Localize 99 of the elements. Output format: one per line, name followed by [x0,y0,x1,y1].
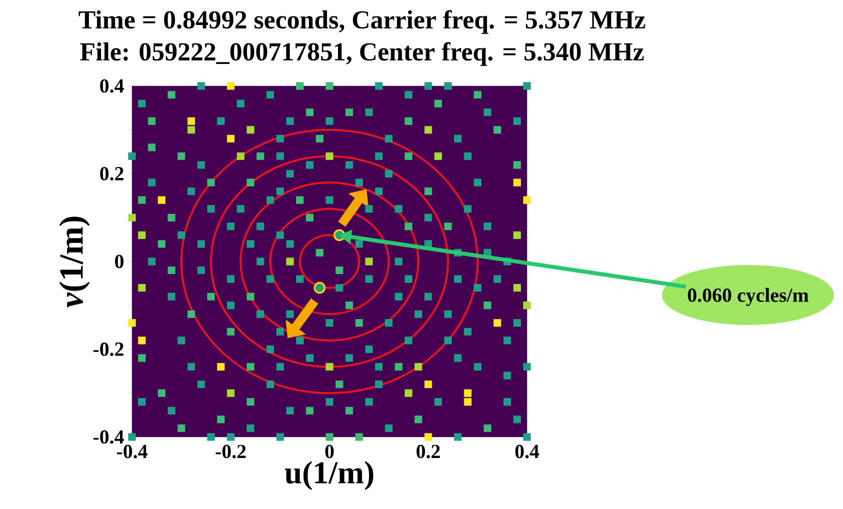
point [513,161,521,169]
point [404,389,412,397]
x-tick-label: -0.4 [116,444,148,458]
point [523,196,531,204]
point [236,152,244,160]
point [246,292,254,300]
point [138,284,146,292]
point [226,389,235,397]
point [226,134,235,142]
point [513,284,521,292]
point [424,126,432,134]
point [217,416,225,424]
y-tick-label: 0 [115,254,124,268]
point [345,108,354,116]
x-tick-label: -0.2 [216,444,246,458]
point [246,178,254,186]
point [306,108,314,116]
point [246,398,254,406]
point [523,302,531,310]
point [138,231,146,239]
point [306,214,314,222]
point [148,144,156,152]
point [494,319,502,327]
point [168,214,176,222]
point [404,117,412,125]
point [168,90,176,99]
point [296,196,304,204]
point [424,433,432,441]
point [138,354,146,362]
x-axis-title: u(1/m) [284,461,374,490]
point [434,100,442,108]
point [158,389,166,397]
point [187,310,196,318]
point [286,258,294,266]
point [178,152,186,160]
chart-subtitle: File: 059222_000717851, Center freq. = 5.340 MHz [80,42,644,66]
point [434,152,442,160]
point [333,229,346,242]
point [326,433,334,441]
point [326,362,334,371]
point [187,117,196,125]
point [217,362,225,371]
point [365,258,373,266]
point [306,406,314,414]
point [138,196,146,204]
point [424,380,432,388]
point [187,126,196,134]
y-tick-label: 0.4 [100,79,124,93]
point [424,187,432,196]
point [207,178,215,186]
point [158,240,166,248]
point [404,152,412,160]
point [414,416,422,424]
point [158,196,166,204]
text: 0.060 cycles/m [688,288,809,306]
point [326,152,334,160]
y-tick-label: 0.2 [100,166,124,181]
point [168,266,176,274]
point [464,398,472,406]
x-tick-label: 0 [325,444,334,458]
point [513,231,521,239]
point [404,222,412,230]
point [296,82,304,90]
point [464,389,472,397]
y-axis-title: v(1/m) [59,216,90,308]
point [226,328,235,336]
point [326,82,334,90]
point [256,152,264,160]
point [138,336,146,344]
point [355,433,363,441]
point [394,362,402,371]
point [178,424,186,432]
x-tick-label: 0.4 [515,444,540,458]
point [414,362,422,371]
chart-title: Time = 0.84992 seconds, Carrier freq. = 5.357 MHz [78,10,646,34]
point [484,424,492,432]
point [316,248,324,257]
y-tick-label: -0.4 [93,430,124,444]
point [148,117,156,125]
point [474,90,482,99]
point [336,380,344,388]
point [484,302,492,310]
point [207,292,215,300]
y-tick-label: -0.2 [93,342,124,356]
point [316,134,324,142]
point [355,319,363,327]
point [128,214,136,222]
x-tick-label: 0.2 [416,444,440,458]
point [513,178,521,186]
point [246,362,254,371]
point [128,319,136,327]
point [336,266,344,274]
point [226,82,235,90]
point [345,302,354,310]
point [444,222,452,230]
point [314,282,326,294]
point [246,126,254,134]
point [345,406,354,414]
point [494,126,502,134]
